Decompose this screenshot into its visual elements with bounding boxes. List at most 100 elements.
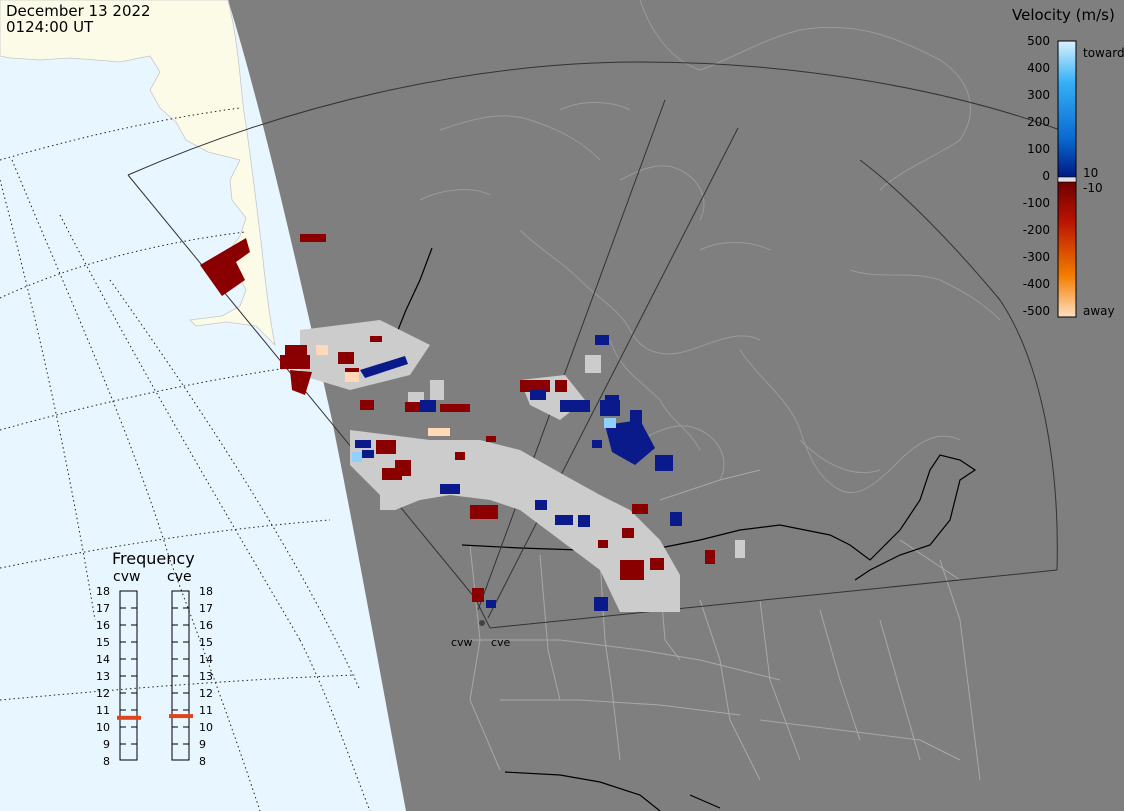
scatter-cell [360, 400, 374, 410]
scatter-cell [470, 505, 498, 519]
coastlines [419, 0, 1001, 494]
scatter-cell [650, 558, 664, 570]
freq-scale-label: 15 [199, 636, 213, 649]
colorbar-tick-label: 400 [1027, 61, 1050, 75]
freq-scale-label: 12 [96, 687, 110, 700]
scatter-cell [655, 455, 673, 471]
scatter-cell [486, 436, 496, 442]
colorbar-neg-threshold: -10 [1083, 181, 1103, 195]
freq-radar-label-cvw: cvw [113, 569, 141, 585]
colorbar-pos-threshold: 10 [1083, 166, 1099, 180]
scatter-cell [594, 597, 608, 611]
scatter-cell [370, 336, 382, 342]
scatter-cell [604, 418, 616, 428]
freq-scale-label: 9 [199, 738, 206, 751]
freq-scale-label: 11 [199, 704, 213, 717]
scatter-cell [376, 440, 396, 454]
beam-lines [477, 99, 739, 619]
scatter-cell [472, 588, 484, 602]
scatter-cell [345, 372, 359, 382]
colorbar-ticks [1057, 176, 1077, 183]
scatter-cell [620, 560, 644, 580]
freq-scale-label: 8 [199, 755, 206, 768]
scatter-cell [200, 238, 250, 296]
scatter-cell [300, 320, 430, 390]
freq-scale-label: 16 [96, 619, 110, 632]
colorbar-tick-label: 100 [1027, 142, 1050, 156]
colorbar-tick-label: 0 [1042, 169, 1050, 183]
scatter-cell [592, 440, 602, 448]
scatter-cell [405, 402, 427, 412]
scatter-cell [555, 515, 573, 525]
freq-scale-label: 18 [199, 585, 213, 598]
scatter-cell [380, 480, 396, 510]
site-label-cve: cve [491, 636, 511, 649]
scatter-cell [735, 540, 745, 558]
colorbar-tick-label: 200 [1027, 115, 1050, 129]
scatter-cell [338, 352, 354, 364]
freq-marker-cve [169, 714, 193, 719]
scatter-cell [670, 512, 682, 526]
scatter-cell [352, 452, 362, 462]
header-date: December 13 2022 [6, 2, 151, 20]
header-time: 0124:00 UT [6, 18, 94, 36]
freq-scale-label: 17 [199, 602, 213, 615]
colorbar-tick-label: -100 [1022, 196, 1050, 210]
scatter-cell [578, 515, 590, 527]
scatter-cell [622, 528, 634, 538]
scatter-cell [598, 540, 608, 548]
scatter-cell [290, 370, 312, 395]
colorbar-tick-label: 300 [1027, 88, 1050, 102]
freq-scale-label: 14 [199, 653, 213, 666]
freq-scale-label: 11 [96, 704, 110, 717]
freq-scale-label: 12 [199, 687, 213, 700]
frequency-ticks [120, 607, 189, 745]
freq-scale-label: 10 [199, 721, 213, 734]
scatter-cell [285, 345, 307, 355]
scatter-cell [630, 410, 642, 424]
freq-scale-label: 13 [96, 670, 110, 683]
colorbar-toward-label: toward [1083, 46, 1124, 60]
scatter-cell [455, 452, 465, 460]
ocean-daylight [0, 0, 406, 811]
freq-scale-label: 13 [199, 670, 213, 683]
radar-site-marker [479, 620, 485, 626]
radar-scatter [200, 234, 745, 612]
freq-scale-label: 17 [96, 602, 110, 615]
scatter-cell [585, 355, 601, 373]
freq-scale-label: 15 [96, 636, 110, 649]
colorbar-title: Velocity (m/s) [1012, 6, 1115, 24]
scatter-cell [440, 484, 460, 494]
scatter-cell [555, 380, 567, 392]
colorbar-tick-label: -300 [1022, 250, 1050, 264]
scatter-cell [530, 390, 546, 400]
freq-scale-label: 9 [103, 738, 110, 751]
scatter-cell [520, 380, 550, 392]
freq-radar-label-cve: cve [167, 569, 192, 585]
freq-scale-label: 10 [96, 721, 110, 734]
scatter-cell [440, 404, 470, 412]
scatter-cell [605, 420, 655, 465]
scatter-cell [595, 335, 609, 345]
scatter-cell [300, 234, 326, 242]
colorbar-zero-band [1057, 176, 1077, 183]
freq-scale-label: 14 [96, 653, 110, 666]
scatter-cell [535, 500, 547, 510]
scatter-cell [360, 356, 408, 378]
scatter-cell [350, 430, 680, 612]
scatter-cell [382, 468, 402, 480]
colorbar-away-label: away [1083, 304, 1115, 318]
colorbar-tick-label: 500 [1027, 34, 1050, 48]
scatter-cell [486, 600, 496, 608]
scatter-cell [632, 504, 648, 514]
scatter-cell [705, 550, 715, 564]
scatter-cell [420, 400, 436, 412]
scatter-cell [362, 450, 374, 458]
scatter-cell [355, 440, 371, 448]
scatter-cell [428, 428, 450, 436]
scatter-cell [560, 400, 590, 412]
scatter-cell [316, 345, 328, 355]
alaska-daylight-land [0, 0, 276, 347]
freq-scale-label: 18 [96, 585, 110, 598]
